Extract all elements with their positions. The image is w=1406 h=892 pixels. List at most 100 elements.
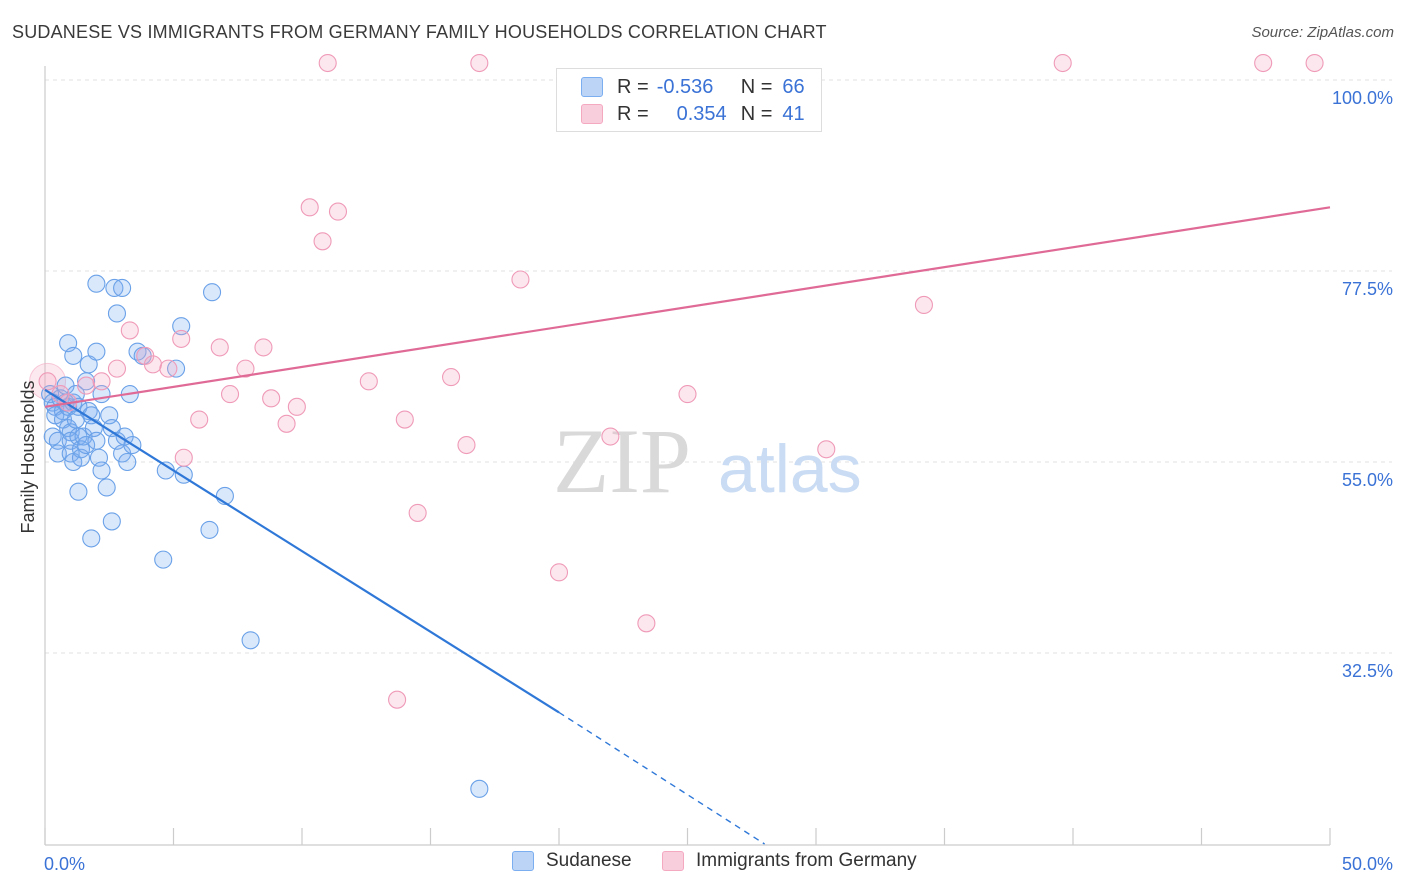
legend-row-sudanese: R = -0.536 N = 66	[581, 74, 805, 100]
legend: R = -0.536 N = 66 R = 0.354 N = 41	[556, 68, 822, 132]
data-point-germany	[210, 338, 229, 357]
data-point-germany	[107, 359, 127, 378]
y-axis-label: Family Households	[18, 380, 38, 533]
legend-n-label: N =	[740, 75, 773, 98]
data-point-germany	[220, 385, 240, 404]
data-point-germany	[77, 376, 96, 395]
data-point-germany	[190, 410, 209, 429]
bottom-swatch-blue	[512, 851, 534, 871]
watermark: ZIP atlas	[553, 410, 862, 512]
bottom-legend-sudanese: Sudanese	[512, 850, 632, 872]
data-point-germany	[236, 359, 255, 378]
data-point-germany	[408, 503, 427, 522]
data-point-germany	[143, 355, 162, 374]
data-point-germany	[172, 329, 191, 348]
trend-line-sudanese	[44, 388, 560, 714]
trend-line-sudanese-extrapolated	[558, 711, 765, 845]
data-point-germany	[254, 338, 273, 357]
legend-swatch-pink	[581, 104, 603, 124]
data-point-sudanese	[470, 779, 489, 798]
data-point-sudanese	[48, 444, 67, 463]
data-point-germany	[174, 448, 193, 467]
grid-layer	[45, 79, 1392, 654]
data-point-sudanese	[200, 520, 219, 539]
data-point-sudanese	[167, 359, 186, 378]
data-point-germany	[359, 372, 378, 391]
data-point-germany	[678, 385, 697, 404]
data-point-germany	[395, 410, 414, 429]
data-point-germany	[817, 440, 836, 459]
data-point-sudanese	[105, 278, 124, 298]
data-point-germany	[328, 202, 348, 221]
data-point-sudanese	[82, 529, 101, 548]
data-point-germany	[92, 372, 111, 391]
data-point-germany	[300, 198, 319, 217]
data-point-germany	[637, 614, 656, 633]
data-point-sudanese	[87, 342, 106, 361]
data-point-germany	[601, 427, 620, 446]
data-point-germany	[262, 389, 281, 408]
legend-row-germany: R = 0.354 N = 41	[581, 101, 805, 127]
axis-layer	[44, 66, 1331, 846]
chart-title: SUDANESE VS IMMIGRANTS FROM GERMANY FAMI…	[12, 22, 827, 42]
data-point-sudanese	[172, 317, 191, 336]
trend-line-germany	[44, 206, 1331, 408]
data-point-germany	[549, 563, 569, 582]
bottom-swatch-pink	[662, 851, 684, 871]
data-point-sudanese	[107, 304, 127, 323]
legend-n-value: 41	[782, 102, 805, 125]
data-point-sudanese	[77, 372, 96, 391]
legend-n-label: N =	[740, 102, 773, 125]
bottom-legend-label: Immigrants from Germany	[696, 850, 917, 871]
data-point-germany	[442, 368, 461, 387]
data-point-sudanese	[118, 452, 137, 472]
data-point-germany	[287, 397, 306, 416]
watermark-zip: ZIP	[553, 410, 691, 512]
data-point-germany	[277, 414, 296, 433]
data-point-sudanese	[97, 478, 116, 497]
data-point-germany	[457, 435, 476, 455]
data-point-sudanese	[113, 278, 132, 298]
data-point-germany	[120, 321, 139, 340]
legend-r-label: R =	[617, 75, 649, 98]
tick-label-layer: 32.5% 55.0% 77.5% 100.0% 0.0% 50.0%	[44, 88, 1393, 874]
data-point-germany	[1305, 53, 1324, 73]
x-tick-label: 50.0%	[1342, 854, 1393, 874]
data-point-germany	[1254, 53, 1273, 73]
y-tick-label: 32.5%	[1342, 661, 1393, 681]
legend-swatch-blue	[581, 77, 603, 97]
bottom-legend-label: Sudanese	[546, 850, 632, 871]
legend-r-value: -0.536	[656, 75, 714, 98]
data-point-germany	[1053, 53, 1072, 73]
y-tick-label: 55.0%	[1342, 470, 1393, 490]
data-point-sudanese	[87, 274, 106, 293]
data-point-germany	[470, 53, 489, 73]
data-point-germany	[318, 53, 337, 73]
data-point-sudanese	[92, 461, 111, 480]
legend-r-label: R =	[617, 102, 649, 125]
y-tick-label: 77.5%	[1342, 279, 1393, 299]
trend-layer	[44, 206, 1331, 845]
data-point-germany	[914, 295, 933, 315]
data-point-sudanese	[203, 283, 222, 302]
points-layer	[29, 53, 1324, 798]
x-tick-label: 0.0%	[44, 854, 85, 874]
data-point-germany	[313, 232, 332, 251]
legend-r-value: 0.354	[676, 102, 727, 125]
data-point-germany	[388, 690, 407, 709]
data-point-sudanese	[102, 512, 121, 531]
data-point-sudanese	[77, 435, 96, 455]
data-point-germany	[159, 359, 178, 378]
watermark-atlas: atlas	[718, 431, 862, 507]
data-point-sudanese	[241, 631, 260, 650]
data-point-germany	[38, 372, 57, 391]
chart-source: Source: ZipAtlas.com	[1251, 24, 1394, 41]
bottom-legend-germany: Immigrants from Germany	[662, 850, 917, 872]
y-tick-label: 100.0%	[1332, 88, 1393, 108]
legend-n-value: 66	[782, 75, 805, 98]
data-point-sudanese	[87, 431, 106, 450]
data-point-germany	[511, 270, 530, 289]
data-point-sudanese	[48, 431, 67, 450]
data-point-sudanese	[69, 482, 88, 501]
